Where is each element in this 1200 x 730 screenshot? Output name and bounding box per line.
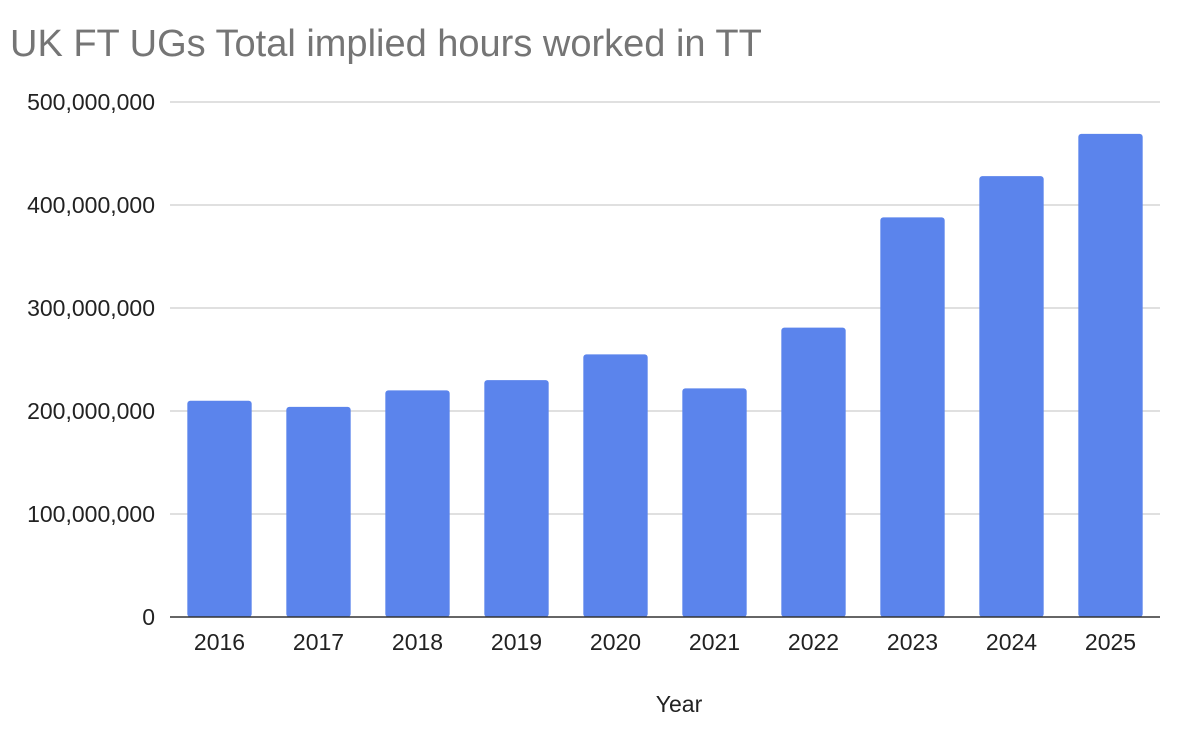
x-axis-ticks: 2016 2017 2018 2019 2020 2021 2022 2023 2024 2025 <box>194 629 1136 655</box>
bar-2017 <box>286 406 351 617</box>
bar-2025 <box>1078 133 1143 617</box>
x-tick-label: 2024 <box>986 629 1037 655</box>
y-tick-label: 500,000,000 <box>27 89 155 115</box>
y-axis-ticks: 0 100,000,000 200,000,000 300,000,000 400,00… <box>27 89 155 630</box>
y-tick-label: 300,000,000 <box>27 295 155 321</box>
y-tick-label: 400,000,000 <box>27 192 155 218</box>
x-tick-label: 2019 <box>491 629 542 655</box>
x-tick-label: 2017 <box>293 629 344 655</box>
bar-2024 <box>979 176 1044 617</box>
x-tick-label: 2020 <box>590 629 641 655</box>
bar-2018 <box>385 390 450 617</box>
bar-2022 <box>781 327 846 617</box>
y-tick-label: 200,000,000 <box>27 398 155 424</box>
bar-2023 <box>880 217 945 618</box>
bar-2019 <box>484 380 549 617</box>
y-tick-label: 0 <box>142 604 155 630</box>
x-axis-title: Year <box>656 691 703 717</box>
bar-2020 <box>583 354 648 617</box>
y-tick-label: 100,000,000 <box>27 501 155 527</box>
x-tick-label: 2025 <box>1085 629 1136 655</box>
bars <box>187 133 1143 618</box>
bar-2021 <box>682 388 747 617</box>
chart-title: UK FT UGs Total implied hours worked in … <box>10 23 762 65</box>
x-tick-label: 2021 <box>689 629 740 655</box>
x-tick-label: 2022 <box>788 629 839 655</box>
bar-2016 <box>187 400 252 617</box>
x-tick-label: 2023 <box>887 629 938 655</box>
x-tick-label: 2018 <box>392 629 443 655</box>
x-tick-label: 2016 <box>194 629 245 655</box>
